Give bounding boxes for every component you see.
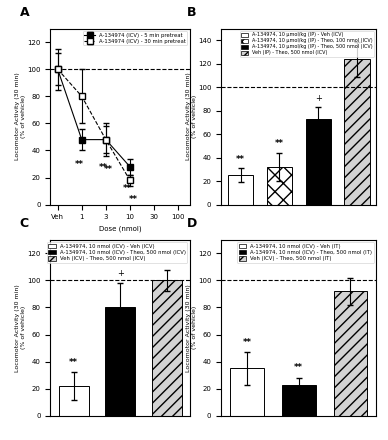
- Text: **: **: [294, 363, 303, 373]
- Y-axis label: Locomotor Activity (30 min)
(% of vehicle): Locomotor Activity (30 min) (% of vehicl…: [15, 284, 26, 372]
- Text: **: **: [99, 163, 108, 172]
- Text: B: B: [187, 6, 196, 19]
- Text: **: **: [275, 139, 284, 148]
- Bar: [334, 291, 367, 416]
- Bar: [59, 386, 89, 416]
- Legend: A-134974, 10 nmol (ICV) - Veh (ICV), A-134974, 10 nmol (ICV) - Theo, 500 nmol (I: A-134974, 10 nmol (ICV) - Veh (ICV), A-1…: [47, 242, 187, 263]
- Legend: A-134974, 10 μmol/kg (IP) - Veh (ICV), A-134974, 10 μmol/kg (IP) - Theo, 100 nmo: A-134974, 10 μmol/kg (IP) - Veh (ICV), A…: [240, 31, 374, 57]
- X-axis label: Dose (nmol): Dose (nmol): [99, 226, 142, 232]
- Text: **: **: [236, 154, 245, 164]
- Text: **: **: [242, 338, 251, 347]
- Bar: [152, 280, 182, 416]
- Bar: [105, 308, 135, 416]
- Bar: [306, 119, 331, 205]
- Text: D: D: [187, 217, 197, 231]
- Text: A: A: [20, 6, 29, 19]
- Y-axis label: Locomotor Activity (30 min)
(% of vehicle): Locomotor Activity (30 min) (% of vehicl…: [186, 284, 197, 372]
- Text: **: **: [123, 184, 132, 193]
- Bar: [345, 59, 370, 205]
- Text: C: C: [20, 217, 29, 231]
- Legend: A-134974, 10 nmol (ICV) - Veh (IT), A-134974, 10 nmol (ICV) - Theo, 500 nmol (IT: A-134974, 10 nmol (ICV) - Veh (IT), A-13…: [237, 242, 374, 263]
- Text: **: **: [69, 358, 78, 367]
- Text: **: **: [104, 165, 113, 174]
- Bar: [267, 167, 292, 205]
- Y-axis label: Locomotor Activity (30 min)
(% of vehicle): Locomotor Activity (30 min) (% of vehicl…: [186, 73, 197, 161]
- Bar: [228, 175, 253, 205]
- Bar: [282, 385, 315, 416]
- Bar: [230, 368, 264, 416]
- Text: +: +: [315, 94, 322, 103]
- Legend: A-134974 (ICV) - 5 min pretreat, A-134974 (ICV) - 30 min pretreat: A-134974 (ICV) - 5 min pretreat, A-13497…: [83, 31, 187, 45]
- Text: **: **: [75, 160, 84, 169]
- Text: +: +: [117, 269, 124, 278]
- Text: **: **: [128, 195, 137, 204]
- Y-axis label: Locomotor Activity (30 min)
(% of vehicle): Locomotor Activity (30 min) (% of vehicl…: [15, 73, 26, 161]
